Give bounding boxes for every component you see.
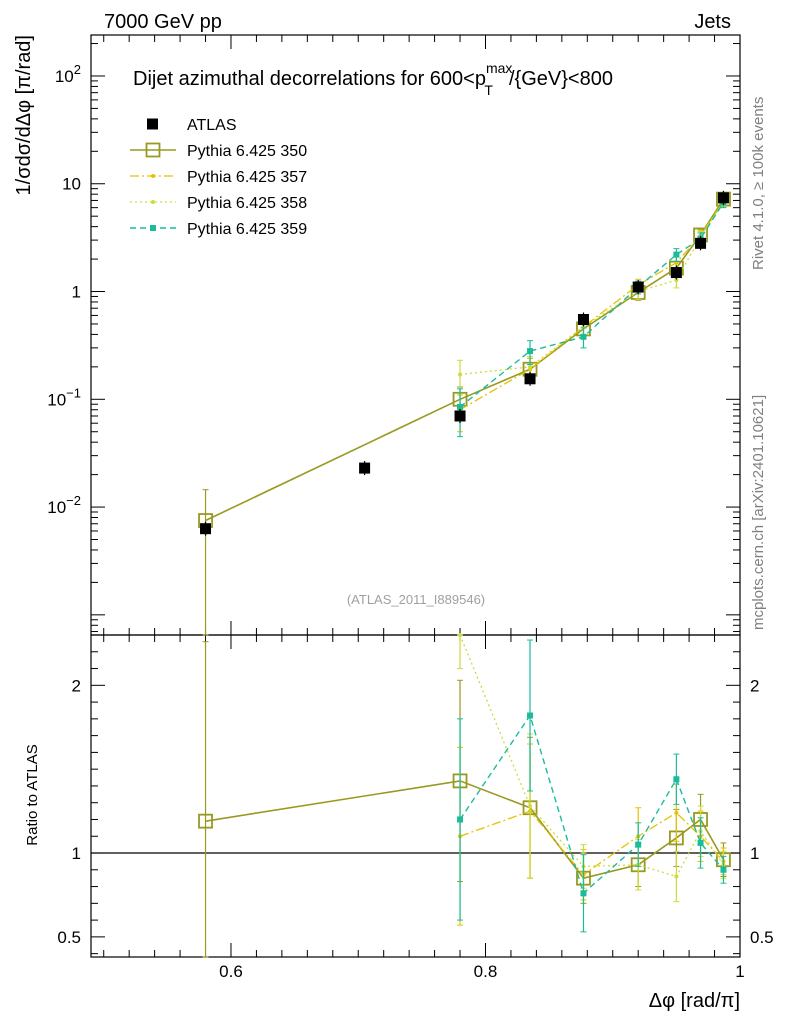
- tick-labels: 0.6 0.8 1 10−2 10−1 1 10 102 0.5 0.5 1 1 2 2: [47, 62, 773, 981]
- title-main: Dijet azimuthal decorrelations for 600<p: [133, 68, 486, 90]
- legend-entry: Pythia 6.425 357: [130, 169, 307, 186]
- series-line: [459, 202, 725, 408]
- series-4: [457, 197, 727, 438]
- ratio-line: [459, 713, 724, 895]
- legend-label: Pythia 6.425 350: [187, 143, 307, 160]
- ratio-series-2: [457, 743, 727, 926]
- series-line: [459, 200, 724, 411]
- data-point: [200, 523, 212, 535]
- data-point: [717, 192, 729, 204]
- series-line: [205, 198, 725, 522]
- series-point: [673, 251, 680, 258]
- ratio-point: [674, 810, 679, 815]
- ratio-point: [457, 816, 464, 823]
- legend-marker: [151, 174, 155, 178]
- y-tick-label-ratio: 2: [72, 676, 81, 695]
- y-tick-label-ratio: 0.5: [57, 928, 81, 947]
- analysis-watermark: (ATLAS_2011_I889546): [347, 592, 485, 607]
- legend-marker: [150, 225, 156, 231]
- legend-label: Pythia 6.425 357: [187, 169, 307, 186]
- x-axis-label: Δφ [rad/π]: [649, 990, 740, 1012]
- y-tick-label-main: 102: [55, 62, 81, 86]
- ratio-point: [674, 874, 679, 879]
- title-tail: /{GeV}<800: [509, 68, 613, 90]
- legend-marker-atlas: [147, 118, 158, 130]
- series-point: [580, 333, 587, 340]
- y-axis-label-ratio: Ratio to ATLAS: [24, 744, 41, 845]
- series-point: [674, 277, 679, 282]
- ratio-series-1: [198, 641, 731, 958]
- series-2: [457, 196, 727, 433]
- series-point: [457, 403, 464, 410]
- ratio-line: [459, 810, 724, 876]
- ratio-point: [635, 841, 642, 848]
- title-sup: max: [486, 60, 512, 76]
- ratio-point: [673, 776, 680, 783]
- title-sub: T: [484, 82, 493, 98]
- series-point: [458, 372, 463, 377]
- atlas-data: [200, 190, 729, 536]
- y-tick-label-ratio: 1: [72, 844, 81, 863]
- y-tick-label-main: 10: [62, 175, 81, 194]
- ratio-series-4: [457, 639, 727, 933]
- legend-marker: [145, 142, 161, 158]
- data-point: [695, 237, 707, 249]
- y-tick-label-ratio-right: 1: [750, 844, 759, 863]
- data-point: [577, 314, 589, 326]
- series-point: [527, 348, 534, 355]
- ratio-line: [205, 780, 725, 880]
- ratio-point: [198, 813, 213, 829]
- y-tick-label-main: 10−1: [47, 385, 81, 409]
- rivet-version-text: Rivet 4.1.0, ≥ 100k events: [750, 97, 767, 270]
- y-tick-label-ratio-right: 0.5: [750, 928, 774, 947]
- ratio-frame: [90, 634, 741, 958]
- series-3: [457, 196, 727, 396]
- header-left: 7000 GeV pp: [104, 11, 222, 33]
- data-point: [454, 410, 466, 422]
- data-point: [632, 281, 644, 293]
- ratio-point: [527, 712, 534, 719]
- header-right: Jets: [694, 11, 731, 33]
- legend-marker: [151, 200, 155, 204]
- legend-entry: ATLAS: [147, 117, 237, 134]
- series-point: [528, 364, 533, 369]
- ratio-point: [580, 890, 587, 897]
- y-axis-label-main: 1/σdσ/dΔφ [π/rad]: [13, 35, 35, 195]
- legend-entry: Pythia 6.425 350: [130, 142, 307, 160]
- series-line: [459, 201, 725, 376]
- mcplots-reference-text: mcplots.cern.ch [arXiv:2401.10621]: [750, 395, 767, 630]
- ratio-point: [720, 866, 727, 873]
- y-tick-label-ratio-right: 2: [750, 676, 759, 695]
- ratio-point: [458, 633, 463, 637]
- ratio-layer: [91, 633, 740, 958]
- legend: ATLAS Pythia 6.425 350 Pythia 6.425 357 Pyt…: [130, 117, 307, 238]
- x-tick-label: 1: [735, 962, 744, 981]
- data-point: [670, 267, 682, 279]
- x-tick-label: 0.6: [219, 962, 243, 981]
- legend-label: Pythia 6.425 358: [187, 195, 307, 212]
- chart-title: Dijet azimuthal decorrelations for 600<p…: [133, 60, 613, 98]
- ratio-point: [528, 804, 533, 809]
- legend-entry: Pythia 6.425 359: [130, 221, 307, 238]
- series-layer: [198, 190, 731, 636]
- ratio-series-3: [457, 633, 727, 903]
- x-tick-label: 0.8: [474, 962, 498, 981]
- y-tick-label-main: 1: [72, 283, 81, 302]
- legend-label: Pythia 6.425 359: [187, 221, 307, 238]
- data-point: [524, 373, 536, 385]
- ratio-point: [697, 839, 704, 846]
- y-tick-label-main: 10−2: [47, 493, 81, 517]
- ratio-line: [459, 634, 724, 878]
- data-point: [359, 462, 371, 474]
- legend-entry: Pythia 6.425 358: [130, 195, 307, 212]
- legend-label: ATLAS: [187, 117, 237, 134]
